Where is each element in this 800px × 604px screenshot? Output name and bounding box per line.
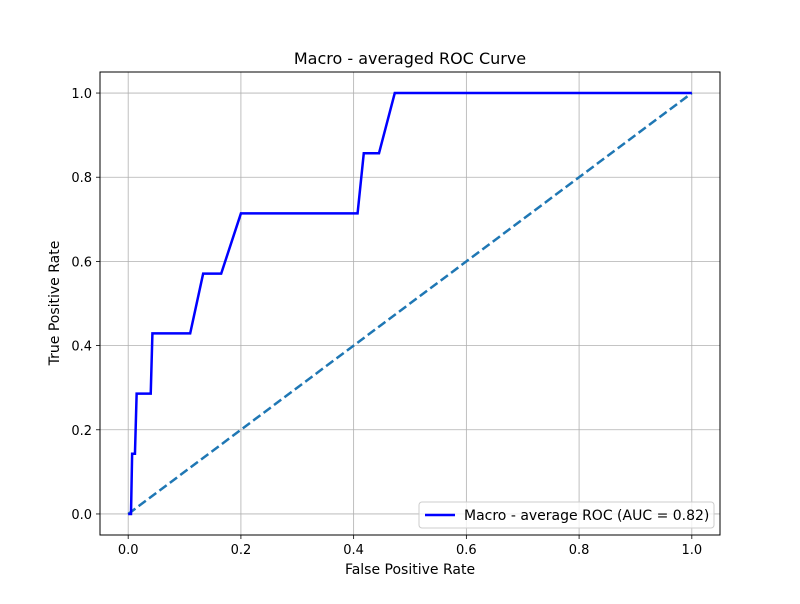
y-tick-label: 0.8	[71, 171, 92, 186]
x-tick-label: 0.2	[231, 543, 252, 558]
grid	[100, 72, 720, 535]
x-axis-label: False Positive Rate	[345, 562, 475, 578]
x-tick-label: 0.0	[118, 543, 139, 558]
x-tick-label: 0.6	[456, 543, 477, 558]
x-tick-label: 1.0	[681, 543, 702, 558]
y-axis-label: True Positive Rate	[47, 241, 63, 367]
chart-title: Macro - averaged ROC Curve	[294, 49, 526, 68]
legend-label: Macro - average ROC (AUC = 0.82)	[464, 508, 709, 524]
y-tick-label: 1.0	[71, 87, 92, 102]
x-tick-label: 0.8	[569, 543, 590, 558]
roc-curve-line	[128, 91, 692, 516]
y-tick-label: 0.4	[71, 340, 92, 355]
x-tick-label: 0.4	[343, 543, 364, 558]
legend-box	[418, 501, 715, 529]
legend: Macro - average ROC (AUC = 0.82)	[418, 501, 715, 529]
chance-diagonal-line	[127, 92, 693, 515]
y-tick-label: 0.0	[71, 508, 92, 523]
axes-frame	[99, 71, 721, 536]
y-tick-label: 0.6	[71, 255, 92, 270]
y-tick-label: 0.2	[71, 424, 92, 439]
ticks: 0.0 0.2 0.4 0.6 0.8 1.0 0.0 0.2 0.4 0.6 0.8 1.0	[71, 87, 702, 558]
series-group	[127, 91, 693, 516]
